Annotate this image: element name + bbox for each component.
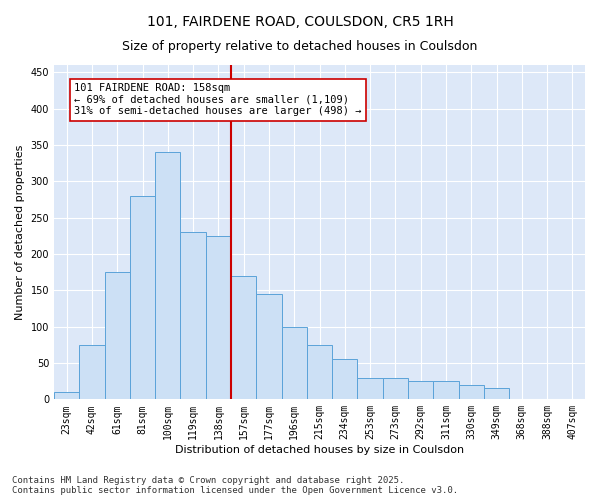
Bar <box>206 236 231 400</box>
Y-axis label: Number of detached properties: Number of detached properties <box>15 144 25 320</box>
Bar <box>433 381 458 400</box>
Bar <box>408 381 433 400</box>
Bar <box>307 345 332 400</box>
Bar <box>281 326 307 400</box>
Text: 101, FAIRDENE ROAD, COULSDON, CR5 1RH: 101, FAIRDENE ROAD, COULSDON, CR5 1RH <box>146 15 454 29</box>
Bar <box>79 345 104 400</box>
Text: Contains HM Land Registry data © Crown copyright and database right 2025.
Contai: Contains HM Land Registry data © Crown c… <box>12 476 458 495</box>
Text: Size of property relative to detached houses in Coulsdon: Size of property relative to detached ho… <box>122 40 478 53</box>
Bar <box>231 276 256 400</box>
Bar <box>484 388 509 400</box>
Bar <box>104 272 130 400</box>
Bar <box>358 378 383 400</box>
Bar <box>155 152 181 400</box>
Bar <box>130 196 155 400</box>
Bar <box>332 360 358 400</box>
Bar <box>256 294 281 400</box>
Bar <box>181 232 206 400</box>
Bar <box>54 392 79 400</box>
Text: 101 FAIRDENE ROAD: 158sqm
← 69% of detached houses are smaller (1,109)
31% of se: 101 FAIRDENE ROAD: 158sqm ← 69% of detac… <box>74 83 362 116</box>
Bar <box>458 385 484 400</box>
Bar <box>383 378 408 400</box>
X-axis label: Distribution of detached houses by size in Coulsdon: Distribution of detached houses by size … <box>175 445 464 455</box>
